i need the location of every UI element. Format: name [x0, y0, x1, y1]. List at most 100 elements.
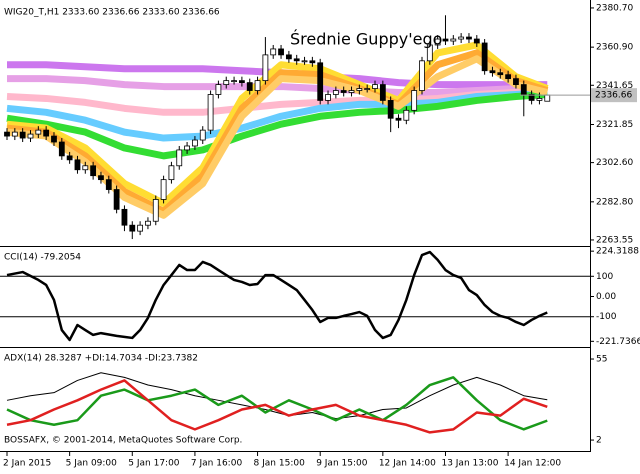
- candle-body: [129, 224, 136, 232]
- candle-body: [113, 189, 120, 210]
- candle-body: [356, 88, 363, 91]
- y-tick-label: 2321.85: [596, 120, 633, 130]
- series-line: [6, 55, 549, 219]
- candle-body: [293, 58, 300, 62]
- candle-body: [74, 159, 81, 171]
- candle-body: [58, 141, 65, 157]
- candle-body: [246, 82, 253, 91]
- candle-body: [505, 74, 512, 80]
- candle-body: [4, 131, 10, 137]
- candle-body: [426, 44, 433, 62]
- series-line: [6, 379, 548, 434]
- candle-body: [528, 94, 535, 101]
- x-tick-label: 9 Jan 15:00: [316, 459, 368, 469]
- candle-body: [379, 84, 386, 101]
- candle-body: [278, 48, 284, 56]
- candle-body: [473, 38, 480, 44]
- series-line: [6, 89, 548, 142]
- candle-body: [192, 139, 198, 147]
- last-price-box: [591, 88, 637, 103]
- series-line: [6, 250, 548, 342]
- candle-body: [121, 208, 128, 226]
- candle-body: [372, 84, 378, 89]
- candle-body: [434, 38, 441, 46]
- candle-body: [98, 175, 104, 181]
- candle-body: [43, 129, 50, 137]
- candle-body: [348, 90, 355, 93]
- candle-body: [309, 60, 316, 64]
- candle-body: [199, 129, 206, 141]
- candle-body: [270, 48, 277, 56]
- candle-body: [145, 220, 151, 226]
- candle-body: [27, 133, 34, 139]
- candle-body: [105, 179, 112, 190]
- y-tick-label: 224.3188: [596, 247, 639, 257]
- y-tick-label: 2: [596, 436, 602, 446]
- candle-body: [481, 42, 488, 72]
- candle-body: [325, 94, 331, 101]
- candle-body: [364, 88, 371, 90]
- y-tick-label: 2360.90: [596, 43, 633, 53]
- candle-body: [387, 100, 394, 119]
- candle-body: [254, 80, 261, 91]
- y-tick-label: 2263.55: [596, 235, 633, 245]
- candle-body: [285, 54, 292, 60]
- candle-body: [262, 54, 269, 82]
- series-line: [6, 376, 548, 431]
- candle-body: [184, 145, 190, 151]
- candle-body: [215, 84, 222, 95]
- candle-body: [51, 135, 57, 143]
- y-tick-label: 100: [596, 272, 613, 282]
- candle-body: [489, 70, 496, 74]
- candle-body: [544, 94, 551, 102]
- candle-body: [176, 149, 183, 167]
- y-tick-label: -221.7366: [596, 337, 640, 347]
- x-tick-label: 8 Jan 15:00: [254, 459, 306, 469]
- series-line: [6, 372, 548, 420]
- candle-body: [160, 179, 167, 200]
- last-price-label: 2336.66: [595, 91, 632, 101]
- candle-body: [11, 131, 18, 137]
- x-tick-label: 7 Jan 16:00: [191, 459, 243, 469]
- y-tick-label: 2380.70: [596, 3, 633, 13]
- x-tick-label: 12 Jan 14:00: [379, 459, 436, 469]
- series-line: [6, 49, 549, 215]
- candle-body: [520, 84, 527, 95]
- candle-body: [152, 199, 159, 222]
- candle-body: [82, 165, 89, 171]
- candle-body: [207, 94, 214, 131]
- y-tick-label: 2341.65: [596, 81, 633, 91]
- candle-body: [231, 80, 237, 83]
- candle-body: [19, 131, 26, 139]
- candle-body: [168, 165, 175, 181]
- chart-title: WIG20_T,H1 2333.60 2336.66 2333.60 2336.…: [4, 8, 220, 18]
- x-tick-label: 14 Jan 12:00: [504, 459, 561, 469]
- candle-body: [395, 117, 402, 121]
- series-line: [7, 75, 548, 97]
- candle-body: [458, 36, 465, 40]
- candle-body: [223, 80, 230, 85]
- y-tick-label: 0.00: [596, 292, 616, 302]
- indicator-title: ADX(14) 28.3287 +DI:14.7034 -DI:23.7382: [4, 354, 198, 364]
- candle-body: [536, 98, 543, 101]
- y-tick-label: 55: [596, 355, 607, 365]
- x-tick-label: 5 Jan 17:00: [128, 459, 180, 469]
- candle-body: [497, 72, 504, 76]
- candle-body: [137, 224, 144, 232]
- candle-body: [301, 60, 308, 63]
- candle-body: [403, 109, 410, 121]
- series-line: [6, 41, 549, 207]
- y-tick-label: -100: [596, 312, 617, 322]
- y-tick-label: 2282.80: [596, 197, 633, 207]
- series-line: [6, 90, 548, 160]
- candle-body: [340, 90, 347, 93]
- indicator-title: CCI(14) -79.2054: [4, 253, 81, 263]
- candle-body: [332, 90, 339, 95]
- x-tick-label: 5 Jan 09:00: [66, 459, 118, 469]
- candle-body: [450, 38, 457, 42]
- candle-body: [466, 36, 472, 40]
- candle-body: [317, 62, 324, 101]
- y-tick-label: 2302.60: [596, 158, 633, 168]
- candle-body: [35, 129, 42, 135]
